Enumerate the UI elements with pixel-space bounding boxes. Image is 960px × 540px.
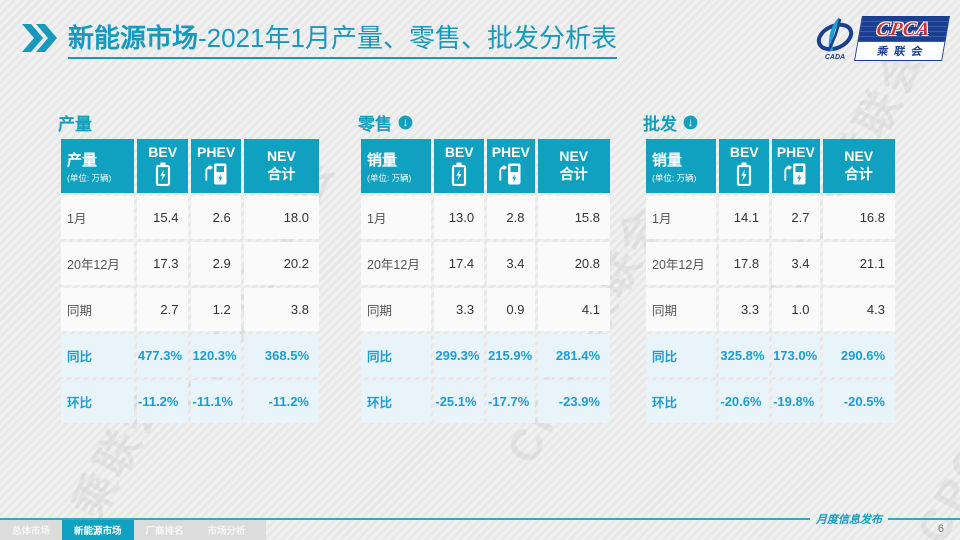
cpca-flag: CPCA 乘联会: [854, 16, 950, 61]
charging-station-icon: [192, 162, 239, 189]
table-row: 同期 3.3 0.9 4.1: [361, 288, 610, 331]
cada-logo-icon: CADA: [814, 17, 856, 61]
phev-header-cell: PHEV: [487, 139, 535, 193]
footer-note-wrap: 月度信息发布: [786, 511, 960, 527]
nev-header-cell: NEV 合计: [537, 139, 610, 193]
double-chevron-icon: [22, 24, 58, 57]
page-number: 6: [937, 523, 944, 535]
battery-icon: [435, 162, 483, 189]
table-row: 1月 14.1 2.7 16.8: [646, 196, 895, 239]
watermark: CPCA乘联会: [907, 276, 960, 540]
table-row-yoy: 同比 325.8% 173.0% 290.6%: [646, 334, 895, 377]
phev-header-cell: PHEV: [191, 139, 241, 193]
bev-header-cell: BEV: [136, 139, 189, 193]
bev-header-cell: BEV: [434, 139, 485, 193]
header-row: 销量 (单位: 万辆) BEV PHEV: [361, 139, 610, 193]
table-row: 1月 15.4 2.6 18.0: [61, 196, 319, 239]
page-title-rest: -2021年1月产量、零售、批发分析表: [198, 23, 617, 53]
metric-header-cell: 销量 (单位: 万辆): [361, 139, 432, 193]
production-table: 产量 (单位: 万辆) BEV PHEV: [58, 136, 322, 426]
cpca-logo: CADA CPCA 乘联会: [814, 16, 950, 61]
metric-header-cell: 销量 (单位: 万辆): [646, 139, 717, 193]
charging-station-icon: [773, 162, 818, 189]
charging-station-icon: [488, 162, 533, 189]
tab-oem-ranking[interactable]: 厂商排名: [145, 526, 184, 537]
retail-section: 零售 ↓ 销量 (单位: 万辆) BEV: [358, 110, 613, 426]
nev-header-cell: NEV 合计: [822, 139, 895, 193]
bottom-tab-strip: 总体市场 新能源市场 厂商排名 市场分析: [0, 520, 266, 540]
table-row-yoy: 同比 477.3% 120.3% 368.5%: [61, 334, 319, 377]
tab-market-analysis[interactable]: 市场分析: [207, 526, 246, 537]
footer-note: 月度信息发布: [816, 514, 882, 526]
metric-header-cell: 产量 (单位: 万辆): [61, 139, 134, 193]
table-row-mom: 环比 -25.1% -17.7% -23.9%: [361, 380, 610, 423]
wholesale-section-title: 批发 ↓: [643, 110, 898, 134]
down-arrow-icon: ↓: [682, 113, 699, 131]
table-row: 20年12月 17.3 2.9 20.2: [61, 242, 319, 285]
cada-text: CADA: [824, 54, 846, 61]
phev-header-cell: PHEV: [772, 139, 820, 193]
table-row: 20年12月 17.4 3.4 20.8: [361, 242, 610, 285]
table-row-yoy: 同比 299.3% 215.9% 281.4%: [361, 334, 610, 377]
table-row: 1月 13.0 2.8 15.8: [361, 196, 610, 239]
production-section: 产量 产量 (单位: 万辆) BEV: [58, 110, 322, 426]
tab-overall-market[interactable]: 总体市场: [12, 526, 51, 537]
section-label: 零售: [358, 114, 392, 134]
title-bar: 新能源市场-2021年1月产量、零售、批发分析表: [22, 23, 617, 59]
battery-icon: [720, 162, 768, 189]
retail-table: 销量 (单位: 万辆) BEV PHEV: [358, 136, 613, 426]
table-row: 同期 3.3 1.0 4.3: [646, 288, 895, 331]
down-arrow-icon: ↓: [397, 113, 414, 131]
footer-divider: [0, 518, 786, 520]
section-label: 产量: [58, 114, 92, 134]
cpca-cn-text: 乘联会: [855, 42, 945, 60]
wholesale-table: 销量 (单位: 万辆) BEV PHEV: [643, 136, 898, 426]
cpca-text: CPCA: [874, 19, 933, 40]
table-row-mom: 环比 -20.6% -19.8% -20.5%: [646, 380, 895, 423]
bev-header-cell: BEV: [719, 139, 770, 193]
section-label: 批发: [643, 114, 677, 134]
table-row: 20年12月 17.8 3.4 21.1: [646, 242, 895, 285]
battery-icon: [138, 162, 188, 189]
nev-header-cell: NEV 合计: [243, 139, 319, 193]
production-section-title: 产量: [58, 110, 322, 134]
table-row: 同期 2.7 1.2 3.8: [61, 288, 319, 331]
table-row-mom: 环比 -11.2% -11.1% -11.2%: [61, 380, 319, 423]
cpca-flag-top: CPCA: [858, 17, 949, 42]
footer-dash: [786, 518, 810, 520]
tab-nev-market[interactable]: 新能源市场: [62, 520, 134, 540]
header-row: 销量 (单位: 万辆) BEV PHEV: [646, 139, 895, 193]
header-row: 产量 (单位: 万辆) BEV PHEV: [61, 139, 319, 193]
retail-section-title: 零售 ↓: [358, 110, 613, 134]
wholesale-section: 批发 ↓ 销量 (单位: 万辆) BEV: [643, 110, 898, 426]
page-title-bold: 新能源市场: [68, 23, 199, 53]
page-title: 新能源市场-2021年1月产量、零售、批发分析表: [68, 23, 617, 59]
footer-dash: [888, 518, 960, 520]
